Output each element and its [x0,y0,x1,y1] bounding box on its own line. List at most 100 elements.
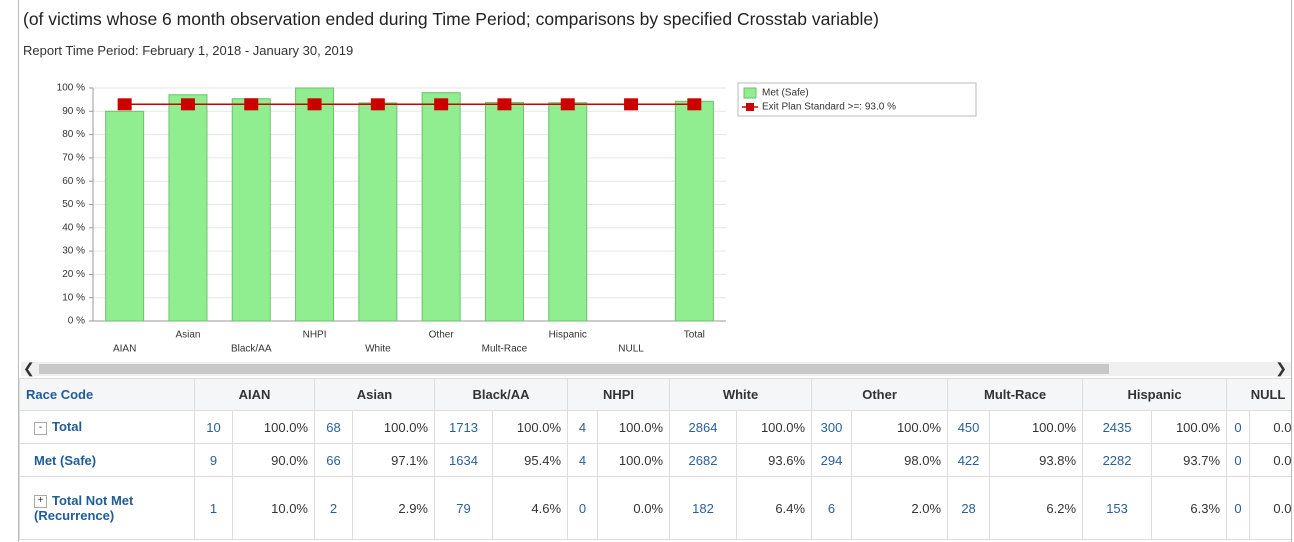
count-cell: 10 [194,410,233,444]
y-tick-label: 0 % [68,316,85,327]
header-cell: AIAN [194,378,315,411]
scroll-thumb[interactable] [39,364,1109,374]
x-tick-label: White [365,344,391,355]
percent-cell: 93.7% [1151,443,1228,477]
x-tick-label: AIAN [113,344,136,355]
toggle[interactable]: + [34,495,47,509]
percent-cell: 100.0% [352,410,435,444]
row-label: Met (Safe) [19,443,195,477]
percent-cell: 2.9% [352,476,435,540]
bar [548,102,588,322]
percent-cell: 100.0% [1151,410,1228,444]
percent-cell: 100.0% [851,410,949,444]
bar [295,87,335,322]
count-cell: 4 [567,410,599,444]
table-row: + Total Not Met (Recurrence) 1 10.0% 2 2.9% 79… [19,476,1291,540]
bar [168,94,208,322]
x-tick-label: Hispanic [549,330,587,341]
count-cell: 1634 [434,443,493,477]
count-cell: 2435 [1082,410,1153,444]
count-cell: 4 [567,443,599,477]
count-cell: 2864 [669,410,738,444]
row-label-text: Total Not Met (Recurrence) [34,492,134,524]
y-tick-label: 50 % [62,199,85,210]
bar [484,101,524,322]
y-tick-label: 80 % [62,129,85,140]
x-tick-label: NULL [618,344,644,355]
count-cell: 66 [314,443,353,477]
row-label: - Total [19,410,195,444]
header-cell: NULL [1226,378,1291,411]
header-cell: Black/AA [433,378,569,411]
x-tick-label: Other [429,330,455,341]
percent-cell: 100.0% [736,410,813,444]
scroll-left[interactable]: ❮ [23,360,35,376]
row-label: + Total Not Met (Recurrence) [19,476,195,540]
toggle[interactable]: - [34,421,47,435]
count-cell: 300 [811,410,853,444]
count-cell: 1713 [434,410,493,444]
bar [674,100,714,322]
scrollbar[interactable]: ❮ ❯ [21,360,1291,376]
y-tick-label: 30 % [62,246,85,257]
percent-cell: 100.0% [232,410,315,444]
y-tick-label: 60 % [62,176,85,187]
x-tick-label: Asian [175,330,200,341]
standard-marker [687,98,702,111]
count-cell: 1 [194,476,233,540]
report: (of victims whose 6 month observation en… [18,0,1292,542]
count-cell: 68 [314,410,353,444]
report-title: (of victims whose 6 month observation en… [23,9,879,29]
y-tick-label: 20 % [62,269,85,280]
header-cell: NHPI [567,378,671,411]
percent-cell: 0.0% [1249,443,1291,477]
header-cell: Other [811,378,949,411]
x-tick-label: Mult-Race [482,344,528,355]
y-tick-label: 90 % [62,106,85,117]
standard-marker [307,98,322,111]
legend-label: Exit Plan Standard >=: 93.0 % [762,102,896,113]
count-cell: 182 [669,476,738,540]
count-cell: 2282 [1082,443,1153,477]
header-cell: Asian [314,378,435,411]
percent-cell: 93.6% [736,443,813,477]
y-tick-label: 40 % [62,222,85,233]
chart: 0 % 10 % 20 % 30 % 40 % 50 % 60 % 70 % 80 % 90 % 1… [57,82,977,355]
count-cell: 6 [811,476,853,540]
count-cell: 153 [1082,476,1153,540]
count-cell: 28 [947,476,991,540]
row-label-text: Met (Safe) [34,452,97,468]
header-row: Race Code AIAN Asian Black/AA NHPI White Other… [19,378,1291,411]
row-label-text: Total [52,419,83,435]
count-cell: 450 [947,410,991,444]
legend-swatch [743,87,757,99]
count-cell: 0 [567,476,599,540]
percent-cell: 4.6% [491,476,569,540]
standard-marker [560,98,575,111]
percent-cell: 95.4% [491,443,569,477]
count-cell: 0 [1226,443,1251,477]
bar [421,92,461,322]
header-cell: Race Code [19,378,195,411]
count-cell: 0 [1226,476,1251,540]
legend-swatch [746,103,754,111]
percent-cell: 100.0% [597,410,671,444]
percent-cell: 6.2% [989,476,1084,540]
table-row: Met (Safe) 9 90.0% 66 97.1% 1634 95.4% 4 100.0% 2… [19,443,1291,477]
standard-marker [244,98,259,111]
count-cell: 2 [314,476,353,540]
percent-cell: 98.0% [851,443,949,477]
scroll-right[interactable]: ❯ [1275,360,1287,376]
percent-cell: 100.0% [597,443,671,477]
count-cell: 79 [434,476,493,540]
count-cell: 9 [194,443,233,477]
count-cell: 0 [1226,410,1251,444]
y-tick-label: 70 % [62,153,85,164]
percent-cell: 0.0% [1249,410,1291,444]
header-cell: Mult-Race [947,378,1084,411]
percent-cell: 2.0% [851,476,949,540]
count-cell: 422 [947,443,991,477]
percent-cell: 93.8% [989,443,1084,477]
y-tick-label: 10 % [62,292,85,303]
